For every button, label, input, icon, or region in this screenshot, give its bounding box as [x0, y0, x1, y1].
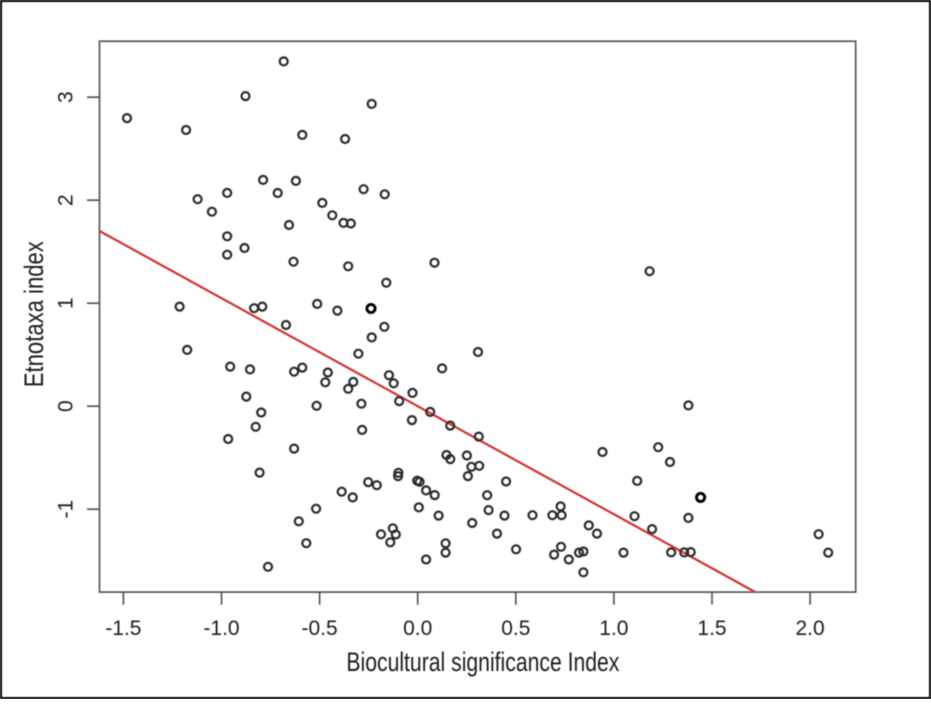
svg-text:-1: -1: [55, 500, 78, 519]
svg-text:0.5: 0.5: [501, 617, 530, 640]
svg-text:1.0: 1.0: [599, 617, 628, 640]
svg-text:0: 0: [55, 400, 78, 412]
svg-text:0.0: 0.0: [403, 617, 432, 640]
svg-text:1.5: 1.5: [697, 617, 726, 640]
svg-text:1: 1: [55, 297, 78, 309]
svg-text:3: 3: [55, 91, 78, 103]
svg-text:Biocultural significance Index: Biocultural significance Index: [346, 647, 619, 677]
svg-text:2: 2: [55, 194, 78, 206]
svg-text:2.0: 2.0: [795, 617, 824, 640]
svg-text:-1.0: -1.0: [203, 617, 239, 640]
svg-text:-0.5: -0.5: [302, 617, 338, 640]
svg-text:Etnotaxa index: Etnotaxa index: [19, 241, 49, 387]
svg-text:-1.5: -1.5: [105, 617, 141, 640]
